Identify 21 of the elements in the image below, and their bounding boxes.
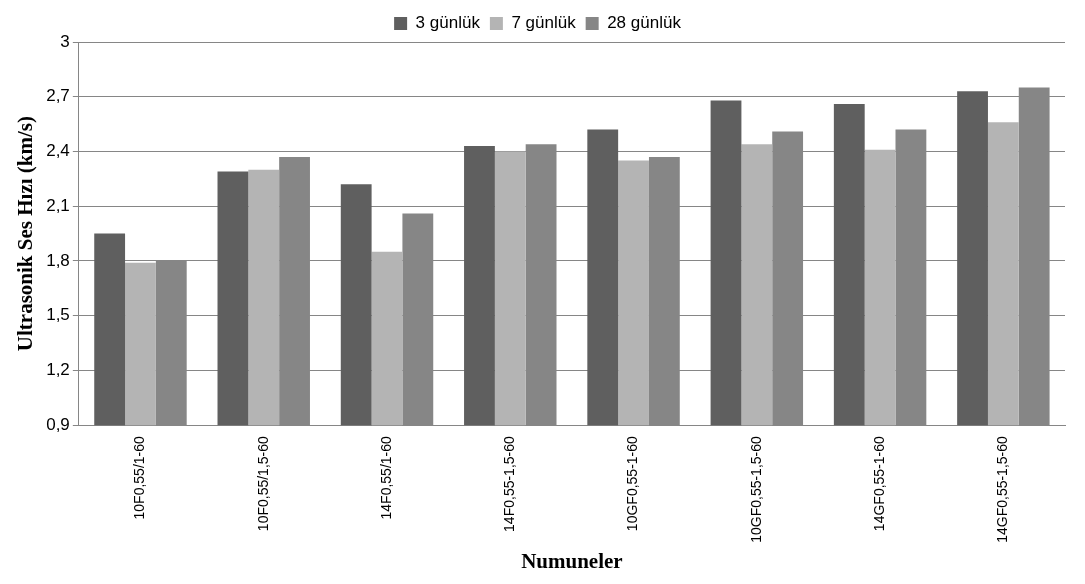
legend-label: 3 günlük: [415, 13, 481, 33]
x-tick-label: 10GF0,55-1,5-60: [747, 435, 764, 543]
y-tick-label: 2,7: [46, 86, 70, 106]
y-tick-label: 1,8: [46, 250, 70, 270]
y-tick-label: 1,2: [46, 360, 70, 380]
x-tick-label: 10F0,55/1,5-60: [254, 435, 271, 532]
x-tick-label: 14GF0,55-1-60: [870, 435, 887, 532]
y-tick-label: 0,9: [46, 414, 70, 434]
legend-label: 28 günlük: [607, 13, 682, 33]
x-tick-label: 14GF0,55-1,5-60: [994, 435, 1011, 543]
y-axis-title: Ultrasonik Ses Hızı (km/s): [13, 116, 38, 352]
x-axis-title: Numuneler: [521, 548, 623, 573]
x-tick-label: 14F0,55-1,5-60: [501, 435, 518, 532]
y-tick-label: 2,1: [46, 195, 70, 215]
y-tick-label: 3: [60, 31, 70, 51]
x-tick-label: 10GF0,55-1-60: [624, 435, 641, 532]
y-tick-label: 1,5: [46, 305, 70, 325]
x-tick-label: 10F0,55/1-60: [131, 435, 148, 520]
legend-label: 7 günlük: [511, 13, 577, 33]
x-tick-label: 14F0,55/1-60: [377, 435, 394, 520]
y-tick-label: 2,4: [46, 141, 70, 161]
